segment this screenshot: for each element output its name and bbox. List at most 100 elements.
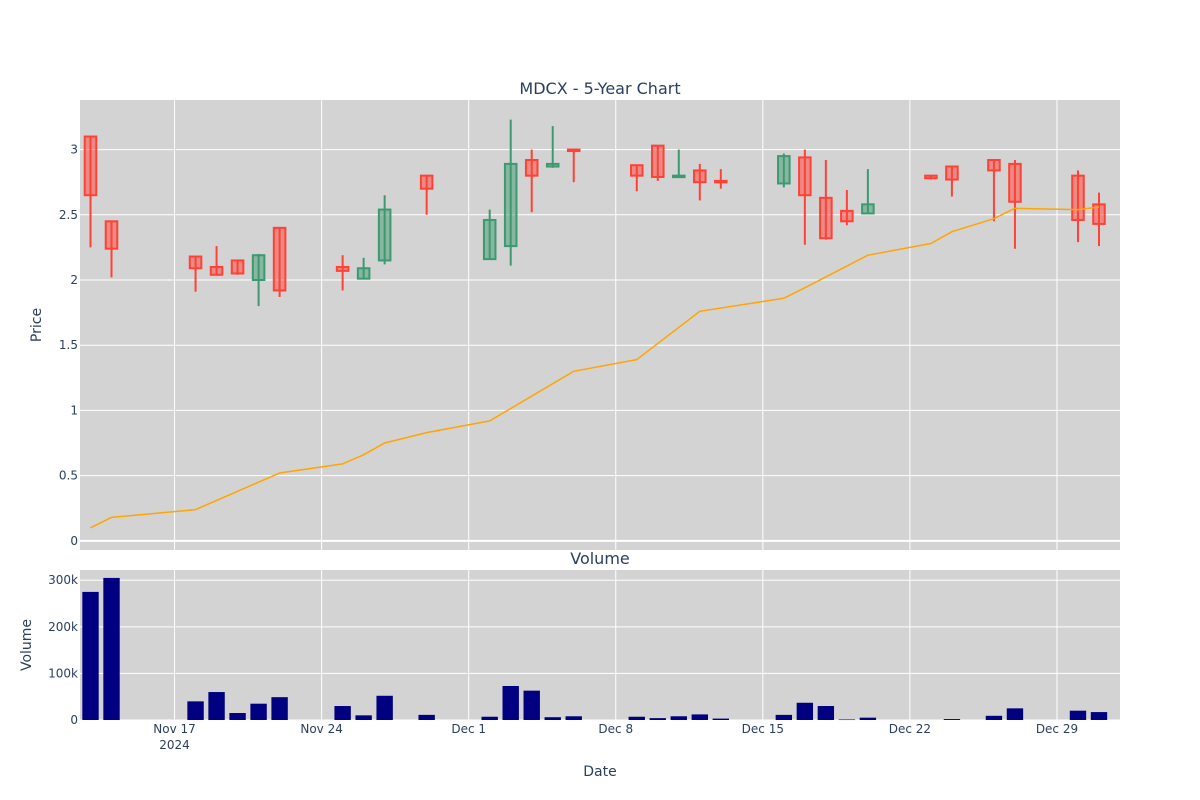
candle xyxy=(419,174,434,215)
volume-bar xyxy=(628,716,645,720)
x-axis-title: Date xyxy=(583,764,616,780)
candle-body xyxy=(272,226,287,292)
candle xyxy=(945,165,959,197)
candle xyxy=(356,257,371,280)
price-y-tick-label: 2.5 xyxy=(59,208,78,222)
volume-panel: 0 100k 200k 300k Nov 17 Nov 24 Dec 1 Dec 8 Dec … xyxy=(19,549,1120,780)
candle xyxy=(482,209,497,261)
candle xyxy=(629,164,644,192)
volume-bar xyxy=(187,701,204,720)
candle xyxy=(503,119,518,266)
volume-bar xyxy=(418,714,435,720)
volume-bars xyxy=(82,577,1108,721)
volume-bar xyxy=(859,717,877,720)
price-chart-title: MDCX - 5-Year Chart xyxy=(519,79,680,98)
price-y-tick-label: 3 xyxy=(70,143,78,157)
x-tick-label: Dec 1 xyxy=(451,722,486,736)
price-candles xyxy=(83,119,1106,307)
volume-bar xyxy=(376,695,393,720)
x-tick-year-label: 2024 xyxy=(159,738,190,752)
volume-bar xyxy=(1006,708,1024,720)
volume-bar xyxy=(103,577,120,720)
price-gridlines xyxy=(80,100,1120,550)
candle-body xyxy=(104,220,119,250)
volume-bar xyxy=(838,719,856,721)
volume-bar xyxy=(271,697,288,720)
candle-body xyxy=(1092,203,1106,225)
overlay-line xyxy=(90,206,1100,529)
volume-bar xyxy=(208,692,225,720)
x-tick-label: Dec 29 xyxy=(1036,722,1078,736)
candle-body xyxy=(777,155,791,185)
candle xyxy=(819,160,833,240)
volume-bar xyxy=(1069,710,1087,720)
volume-bar xyxy=(565,716,582,720)
candle xyxy=(545,126,560,168)
candle xyxy=(1071,170,1085,243)
x-tick-label: Nov 17 xyxy=(153,722,196,736)
candle xyxy=(798,149,812,245)
candle xyxy=(840,190,854,226)
volume-bar xyxy=(712,718,730,720)
volume-bar xyxy=(775,714,793,720)
candle-body xyxy=(83,135,98,197)
volume-y-tick-label: 200k xyxy=(48,620,78,634)
candle xyxy=(524,149,539,213)
candle xyxy=(924,174,938,180)
price-y-tick-label: 2 xyxy=(70,273,78,287)
candle xyxy=(1092,192,1106,247)
volume-bar xyxy=(985,715,1003,720)
volume-bar xyxy=(544,717,561,720)
price-y-axis-title: Price xyxy=(29,308,45,342)
candle-body xyxy=(335,265,350,272)
candle-body xyxy=(1071,174,1085,221)
candle-body xyxy=(924,174,938,180)
candle xyxy=(83,135,98,248)
candle xyxy=(272,226,287,297)
candle xyxy=(693,163,707,201)
volume-y-axis-title: Volume xyxy=(19,619,35,671)
volume-bar xyxy=(502,685,519,720)
volume-bar xyxy=(481,716,498,720)
candle-body xyxy=(356,267,371,280)
x-tick-label: Nov 24 xyxy=(300,722,343,736)
candle xyxy=(714,169,728,189)
candle-body xyxy=(714,179,728,184)
candle xyxy=(188,255,203,292)
volume-bar xyxy=(355,715,372,720)
candle-body xyxy=(861,203,875,215)
candle-body xyxy=(419,174,434,190)
candle-body xyxy=(251,254,266,281)
x-tick-label: Dec 8 xyxy=(598,722,633,736)
candle-body xyxy=(503,162,518,248)
candle-body xyxy=(693,169,707,184)
volume-y-tick-label: 300k xyxy=(48,573,78,587)
price-y-ticks: 0 0.5 1 1.5 2 2.5 3 xyxy=(59,143,78,548)
volume-y-tick-label: 100k xyxy=(48,666,78,680)
volume-chart-title: Volume xyxy=(570,549,630,568)
candle xyxy=(861,169,875,215)
x-tick-label: Dec 15 xyxy=(742,722,784,736)
x-tick-label: Dec 22 xyxy=(889,722,931,736)
volume-plot-area xyxy=(80,570,1120,720)
candle-body xyxy=(840,209,854,223)
candle-body xyxy=(945,165,959,181)
volume-bar xyxy=(649,718,666,720)
candle xyxy=(777,153,791,188)
volume-bar xyxy=(229,713,246,720)
candle-body xyxy=(1008,162,1022,203)
volume-bar xyxy=(817,706,835,720)
candle-body xyxy=(188,255,203,270)
volume-y-ticks: 0 100k 200k 300k xyxy=(48,573,78,727)
volume-bar xyxy=(943,719,961,720)
candle xyxy=(672,149,686,179)
date-x-ticks: Nov 17 Nov 24 Dec 1 Dec 8 Dec 15 Dec 22 Dec 29 xyxy=(153,722,1078,736)
candle-body xyxy=(672,174,686,179)
price-plot-area xyxy=(80,100,1120,550)
volume-bar xyxy=(1090,712,1108,720)
candle xyxy=(251,253,266,307)
candle-body xyxy=(987,159,1001,172)
candle-body xyxy=(798,156,812,197)
candle xyxy=(335,255,350,291)
